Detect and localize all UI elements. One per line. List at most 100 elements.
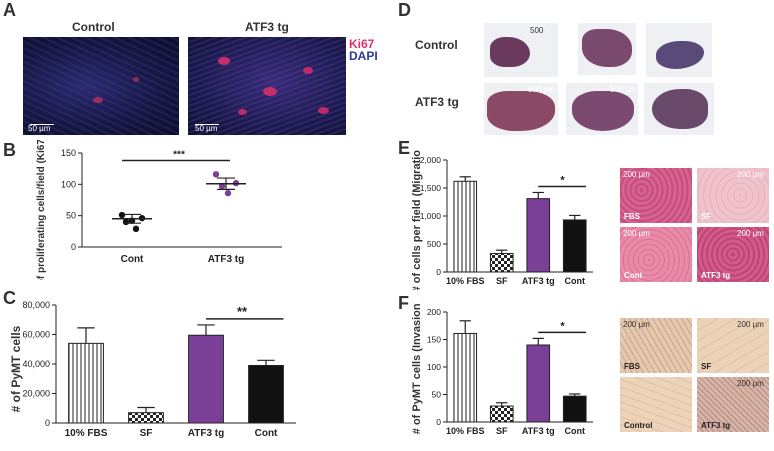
panel-f-micro-control-label: Control: [624, 421, 653, 430]
panel-e-chart: # of cells per field (Migration) 0 500 1,0…: [411, 150, 593, 290]
chart-c-category-label: SF: [140, 428, 153, 439]
panel-a-letter: A: [3, 0, 16, 20]
panel-d-image-1: 500: [484, 23, 558, 77]
chart-e-ytick-label: 1,500: [420, 183, 442, 193]
panel-e-micro-cont-scale: 200 µm: [623, 229, 650, 238]
chart-f-ytick-label: 150: [427, 335, 441, 345]
panel-e-micro-cont-label: Cont: [624, 271, 643, 280]
chart-f-ytick-label: 50: [432, 390, 442, 400]
chart-f-bar: [489, 405, 514, 423]
chart-b-point: [132, 225, 140, 233]
panel-f-chart: # of PyMT cells (Invasion) 0 50 100 150 200 1…: [411, 303, 593, 436]
chart-f-category-label: ATF3 tg: [522, 426, 555, 436]
chart-b-ytick-label: 0: [71, 242, 76, 252]
chart-c-bar: [248, 364, 284, 424]
panel-a-scalebar-left: [30, 124, 54, 125]
panel-d-scale-1: 500: [530, 26, 544, 35]
panel-f-ylabel: # of PyMT cells (Invasion): [411, 303, 423, 434]
chart-c-ytick-label: 80,000: [22, 300, 50, 310]
panel-f-micro-sf-scale: 200 µm: [737, 320, 764, 329]
panel-c-ylabel: # of PyMT cells: [9, 325, 23, 412]
panel-a-legend-ki67: Ki67: [349, 37, 375, 51]
chart-c-category-label: Cont: [255, 428, 278, 439]
panel-a-scale-right: 50 µm: [195, 124, 218, 133]
panel-a-control-image: [23, 37, 179, 135]
chart-e-category-label: ATF3 tg: [522, 276, 555, 286]
chart-c-ytick-label: 20,000: [22, 389, 50, 399]
chart-e-category-label: SF: [496, 276, 508, 286]
chart-b-category-label: ATF3 tg: [208, 254, 244, 265]
panel-d-atf3-row-label: ATF3 tg: [415, 95, 459, 109]
chart-f-category-label: SF: [496, 426, 508, 436]
chart-c-bar: [68, 342, 104, 424]
panel-e-letter: E: [398, 138, 411, 158]
chart-f-bar: [562, 395, 587, 423]
panel-f-micro-fbs-scale: 200 µm: [623, 320, 650, 329]
chart-e-category-label: Cont: [565, 276, 586, 286]
panel-f-micro-atf3: 200 µm ATF3 tg: [697, 377, 769, 432]
chart-c-ytick-label: 60,000: [22, 330, 50, 340]
panel-d-control-row-label: Control: [415, 38, 458, 52]
chart-b-point: [118, 211, 126, 219]
chart-e-significance-label: *: [560, 174, 565, 186]
chart-c-bar: [128, 412, 164, 424]
panel-c-letter: C: [3, 288, 16, 308]
chart-c-ytick-label: 40,000: [22, 359, 50, 369]
chart-c-ytick-label: 0: [45, 418, 50, 428]
panel-f-micro-fbs: 200 µm FBS: [620, 318, 692, 373]
panel-d-image-3: [646, 23, 712, 77]
chart-b-ytick-label: 150: [61, 148, 76, 158]
chart-f-bar: [526, 344, 551, 423]
panel-a-scalebar-right: [195, 124, 219, 125]
panel-b-chart: # of proliferating cells/field (Ki67⁺) 0…: [36, 140, 282, 280]
panel-f-micro-fbs-label: FBS: [624, 362, 640, 371]
chart-b-point: [122, 218, 130, 226]
panel-e-micro-atf3-label: ATF3 tg: [701, 271, 731, 280]
panel-f-micro-sf: 200 µm SF: [697, 318, 769, 373]
chart-f-ytick-label: 200: [427, 307, 441, 317]
panel-f-micro-atf3-label: ATF3 tg: [701, 421, 731, 430]
panel-e-micro-atf3: 200 µm ATF3 tg: [697, 227, 769, 282]
panel-b-ylabel: # of proliferating cells/field (Ki67⁺): [36, 140, 47, 280]
panel-a-control-title: Control: [72, 20, 115, 34]
chart-b-point: [218, 183, 226, 190]
panel-e-micro-sf-label: SF: [701, 212, 712, 221]
chart-c-significance-label: **: [237, 304, 248, 319]
panel-e-micro-atf3-scale: 200 µm: [737, 229, 764, 238]
panel-d-image-6: [644, 83, 714, 135]
panel-f-micro-sf-label: SF: [701, 362, 712, 371]
chart-e-bar: [562, 219, 587, 273]
chart-b-ytick-label: 100: [61, 179, 76, 189]
panel-d-image-5: 500 µm: [566, 83, 638, 135]
panel-e-micro-fbs: 200 µm FBS: [620, 168, 692, 223]
panel-f-letter: F: [398, 293, 409, 313]
chart-b-category-label: Cont: [121, 254, 144, 265]
panel-d-image-4: 500 µm: [484, 83, 558, 135]
panel-a-atf3-title: ATF3 tg: [245, 20, 289, 34]
panel-e-micro-fbs-label: FBS: [624, 212, 640, 221]
panel-e-ylabel: # of cells per field (Migration): [411, 150, 423, 290]
chart-f-significance-label: *: [560, 320, 565, 332]
panel-d-scale-4: 500 µm: [528, 85, 555, 94]
chart-e-bar: [489, 253, 514, 273]
chart-f-category-label: Cont: [565, 426, 586, 436]
panel-e-micro-cont: 200 µm Cont: [620, 227, 692, 282]
chart-e-ytick-label: 500: [427, 239, 441, 249]
panel-d-letter: D: [398, 0, 411, 20]
panel-a-legend-dapi: DAPI: [349, 49, 378, 63]
chart-b-point: [212, 171, 220, 178]
chart-c-category-label: ATF3 tg: [188, 428, 224, 439]
panel-e-micro-fbs-scale: 200 µm: [623, 170, 650, 179]
chart-f-ytick-label: 0: [436, 417, 441, 427]
panel-d-image-2: [578, 23, 636, 75]
chart-e-ytick-label: 2,000: [420, 155, 442, 165]
chart-e-ytick-label: 1,000: [420, 211, 442, 221]
panel-b-letter: B: [3, 140, 16, 160]
panel-e-micro-sf-scale: 200 µm: [737, 170, 764, 179]
panel-c-chart: # of PyMT cells 0 20,000 40,000 60,000 80,00…: [9, 300, 296, 439]
chart-e-category-label: 10% FBS: [446, 276, 485, 286]
chart-e-ytick-label: 0: [436, 267, 441, 277]
panel-f-micro-atf3-scale: 200 µm: [737, 379, 764, 388]
chart-e-bar: [526, 198, 551, 273]
panel-a-atf3-image: [188, 37, 346, 135]
